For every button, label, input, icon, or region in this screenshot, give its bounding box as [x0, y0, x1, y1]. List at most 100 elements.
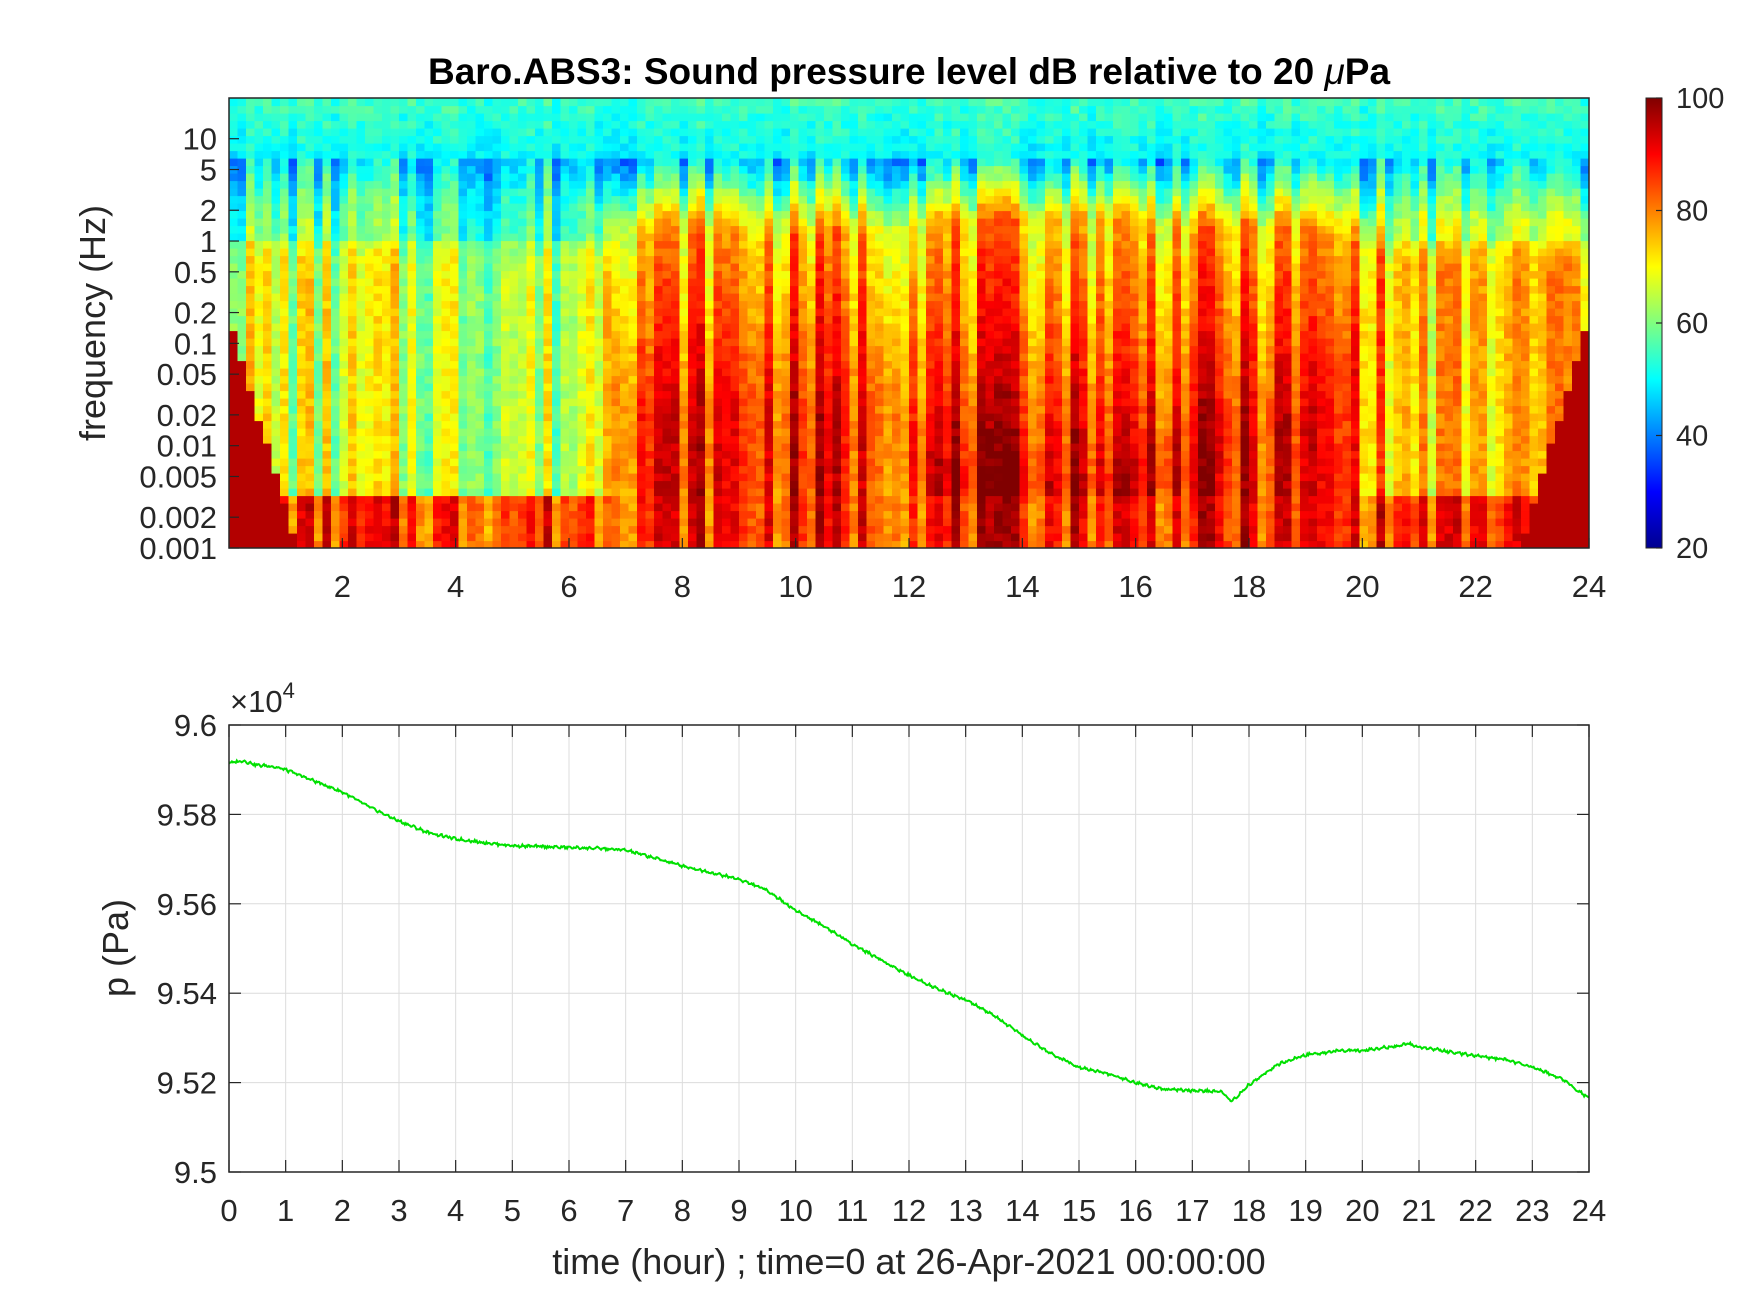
spectrogram-cell — [849, 353, 859, 362]
spectrogram-cell — [722, 188, 732, 197]
spectrogram-cell — [365, 218, 375, 227]
spectrogram-cell — [781, 330, 791, 339]
spectrogram-cell — [331, 240, 341, 249]
spectrogram-cell — [586, 248, 596, 257]
spectrogram-cell — [832, 375, 842, 384]
spectrogram-cell — [620, 293, 630, 302]
spectrogram-cell — [543, 480, 553, 489]
spectrogram-cell — [237, 240, 247, 249]
spectrogram-cell — [390, 345, 400, 354]
spectrogram-cell — [798, 120, 808, 129]
spectrogram-cell — [382, 150, 392, 159]
spectrogram-cell — [535, 203, 545, 212]
spectrogram-cell — [866, 98, 876, 107]
spectrogram-cell — [764, 540, 774, 548]
spectrogram-cell — [917, 465, 927, 474]
spectrogram-cell — [416, 413, 426, 422]
spectrogram-cell — [866, 263, 876, 272]
spectrogram-cell — [747, 323, 757, 332]
spectrogram-cell — [526, 398, 536, 407]
spectrogram-cell — [832, 510, 842, 519]
spectrogram-cell — [339, 518, 349, 527]
spectrogram-cell — [373, 428, 383, 437]
spectrogram-cell — [739, 98, 749, 107]
spectrogram-cell — [671, 203, 681, 212]
spectrogram-cell — [552, 203, 562, 212]
spectrogram-cell — [433, 315, 443, 324]
spectrogram-cell — [535, 518, 545, 527]
spectrogram-cell — [875, 150, 885, 159]
spectrogram-cell — [484, 150, 494, 159]
spectrogram-cell — [441, 240, 451, 249]
spectrogram-cell — [679, 113, 689, 122]
spectrogram-cell — [543, 233, 553, 242]
spectrogram-cell — [645, 270, 655, 279]
spectrogram-cell — [815, 158, 825, 167]
spectrogram-cell — [348, 360, 358, 369]
spectrogram-cell — [832, 390, 842, 399]
spectrogram-cell — [875, 225, 885, 234]
spectrogram-cell — [254, 338, 264, 347]
spectrogram-cell — [705, 293, 715, 302]
spectrogram-cell — [705, 353, 715, 362]
spectrogram-cell — [926, 293, 936, 302]
spectrogram-cell — [917, 240, 927, 249]
spectrogram-cell — [917, 113, 927, 122]
spectrogram-cell — [569, 458, 579, 467]
spectrogram-cell — [807, 278, 817, 287]
spectrogram-cell — [798, 458, 808, 467]
spectrogram-cell — [594, 225, 604, 234]
spectrogram-cell — [314, 165, 324, 174]
spectrogram-cell — [416, 435, 426, 444]
spectrogram-cell — [696, 420, 706, 429]
spectrogram-cell — [365, 375, 375, 384]
spectrogram-cell — [909, 300, 919, 309]
spectrogram-cell — [407, 128, 417, 137]
spectrogram-cell — [373, 203, 383, 212]
spectrogram-cell — [841, 173, 851, 182]
spectrogram-cell — [900, 488, 910, 497]
spectrogram-cell — [535, 270, 545, 279]
spectrogram-cell — [773, 405, 783, 414]
spectrogram-cell — [773, 165, 783, 174]
spectrogram-cell — [339, 338, 349, 347]
spectrogram-cell — [917, 405, 927, 414]
spectrogram-cell — [764, 248, 774, 257]
spectrogram-cell — [781, 143, 791, 152]
spectrogram-cell — [917, 180, 927, 189]
spectrogram-cell — [229, 525, 239, 534]
spectrogram-cell — [543, 203, 553, 212]
spectrogram-cell — [756, 225, 766, 234]
spectrogram-cell — [705, 278, 715, 287]
spectrogram-cell — [739, 503, 749, 512]
spectrogram-cell — [909, 435, 919, 444]
spectrogram-cell — [730, 150, 740, 159]
spectrogram-cell — [798, 113, 808, 122]
spectrogram-cell — [798, 450, 808, 459]
spectrogram-cell — [433, 540, 443, 548]
spectrogram-cell — [832, 128, 842, 137]
spectrogram-cell — [356, 405, 366, 414]
spectrogram-cell — [229, 300, 239, 309]
spectrogram-cell — [288, 413, 298, 422]
spectrogram-cell — [654, 98, 664, 107]
spectrogram-cell — [773, 203, 783, 212]
spectrogram-cell — [756, 420, 766, 429]
spectrogram-cell — [552, 495, 562, 504]
spectrogram-cell — [322, 210, 332, 219]
spectrogram-cell — [424, 195, 434, 204]
spectrogram-cell — [509, 315, 519, 324]
spectrogram-cell — [900, 503, 910, 512]
spectrogram-cell — [288, 473, 298, 482]
spectrogram-cell — [441, 443, 451, 452]
spectrogram-cell — [756, 158, 766, 167]
spectrogram-cell — [662, 405, 672, 414]
spectrogram-cell — [586, 195, 596, 204]
spectrogram-cell — [356, 203, 366, 212]
spectrogram-cell — [467, 225, 477, 234]
spectrogram-cell — [280, 368, 290, 377]
spectrogram-cell — [314, 420, 324, 429]
spectrogram-cell — [807, 435, 817, 444]
spectrogram-cell — [662, 135, 672, 144]
spectrogram-cell — [407, 375, 417, 384]
